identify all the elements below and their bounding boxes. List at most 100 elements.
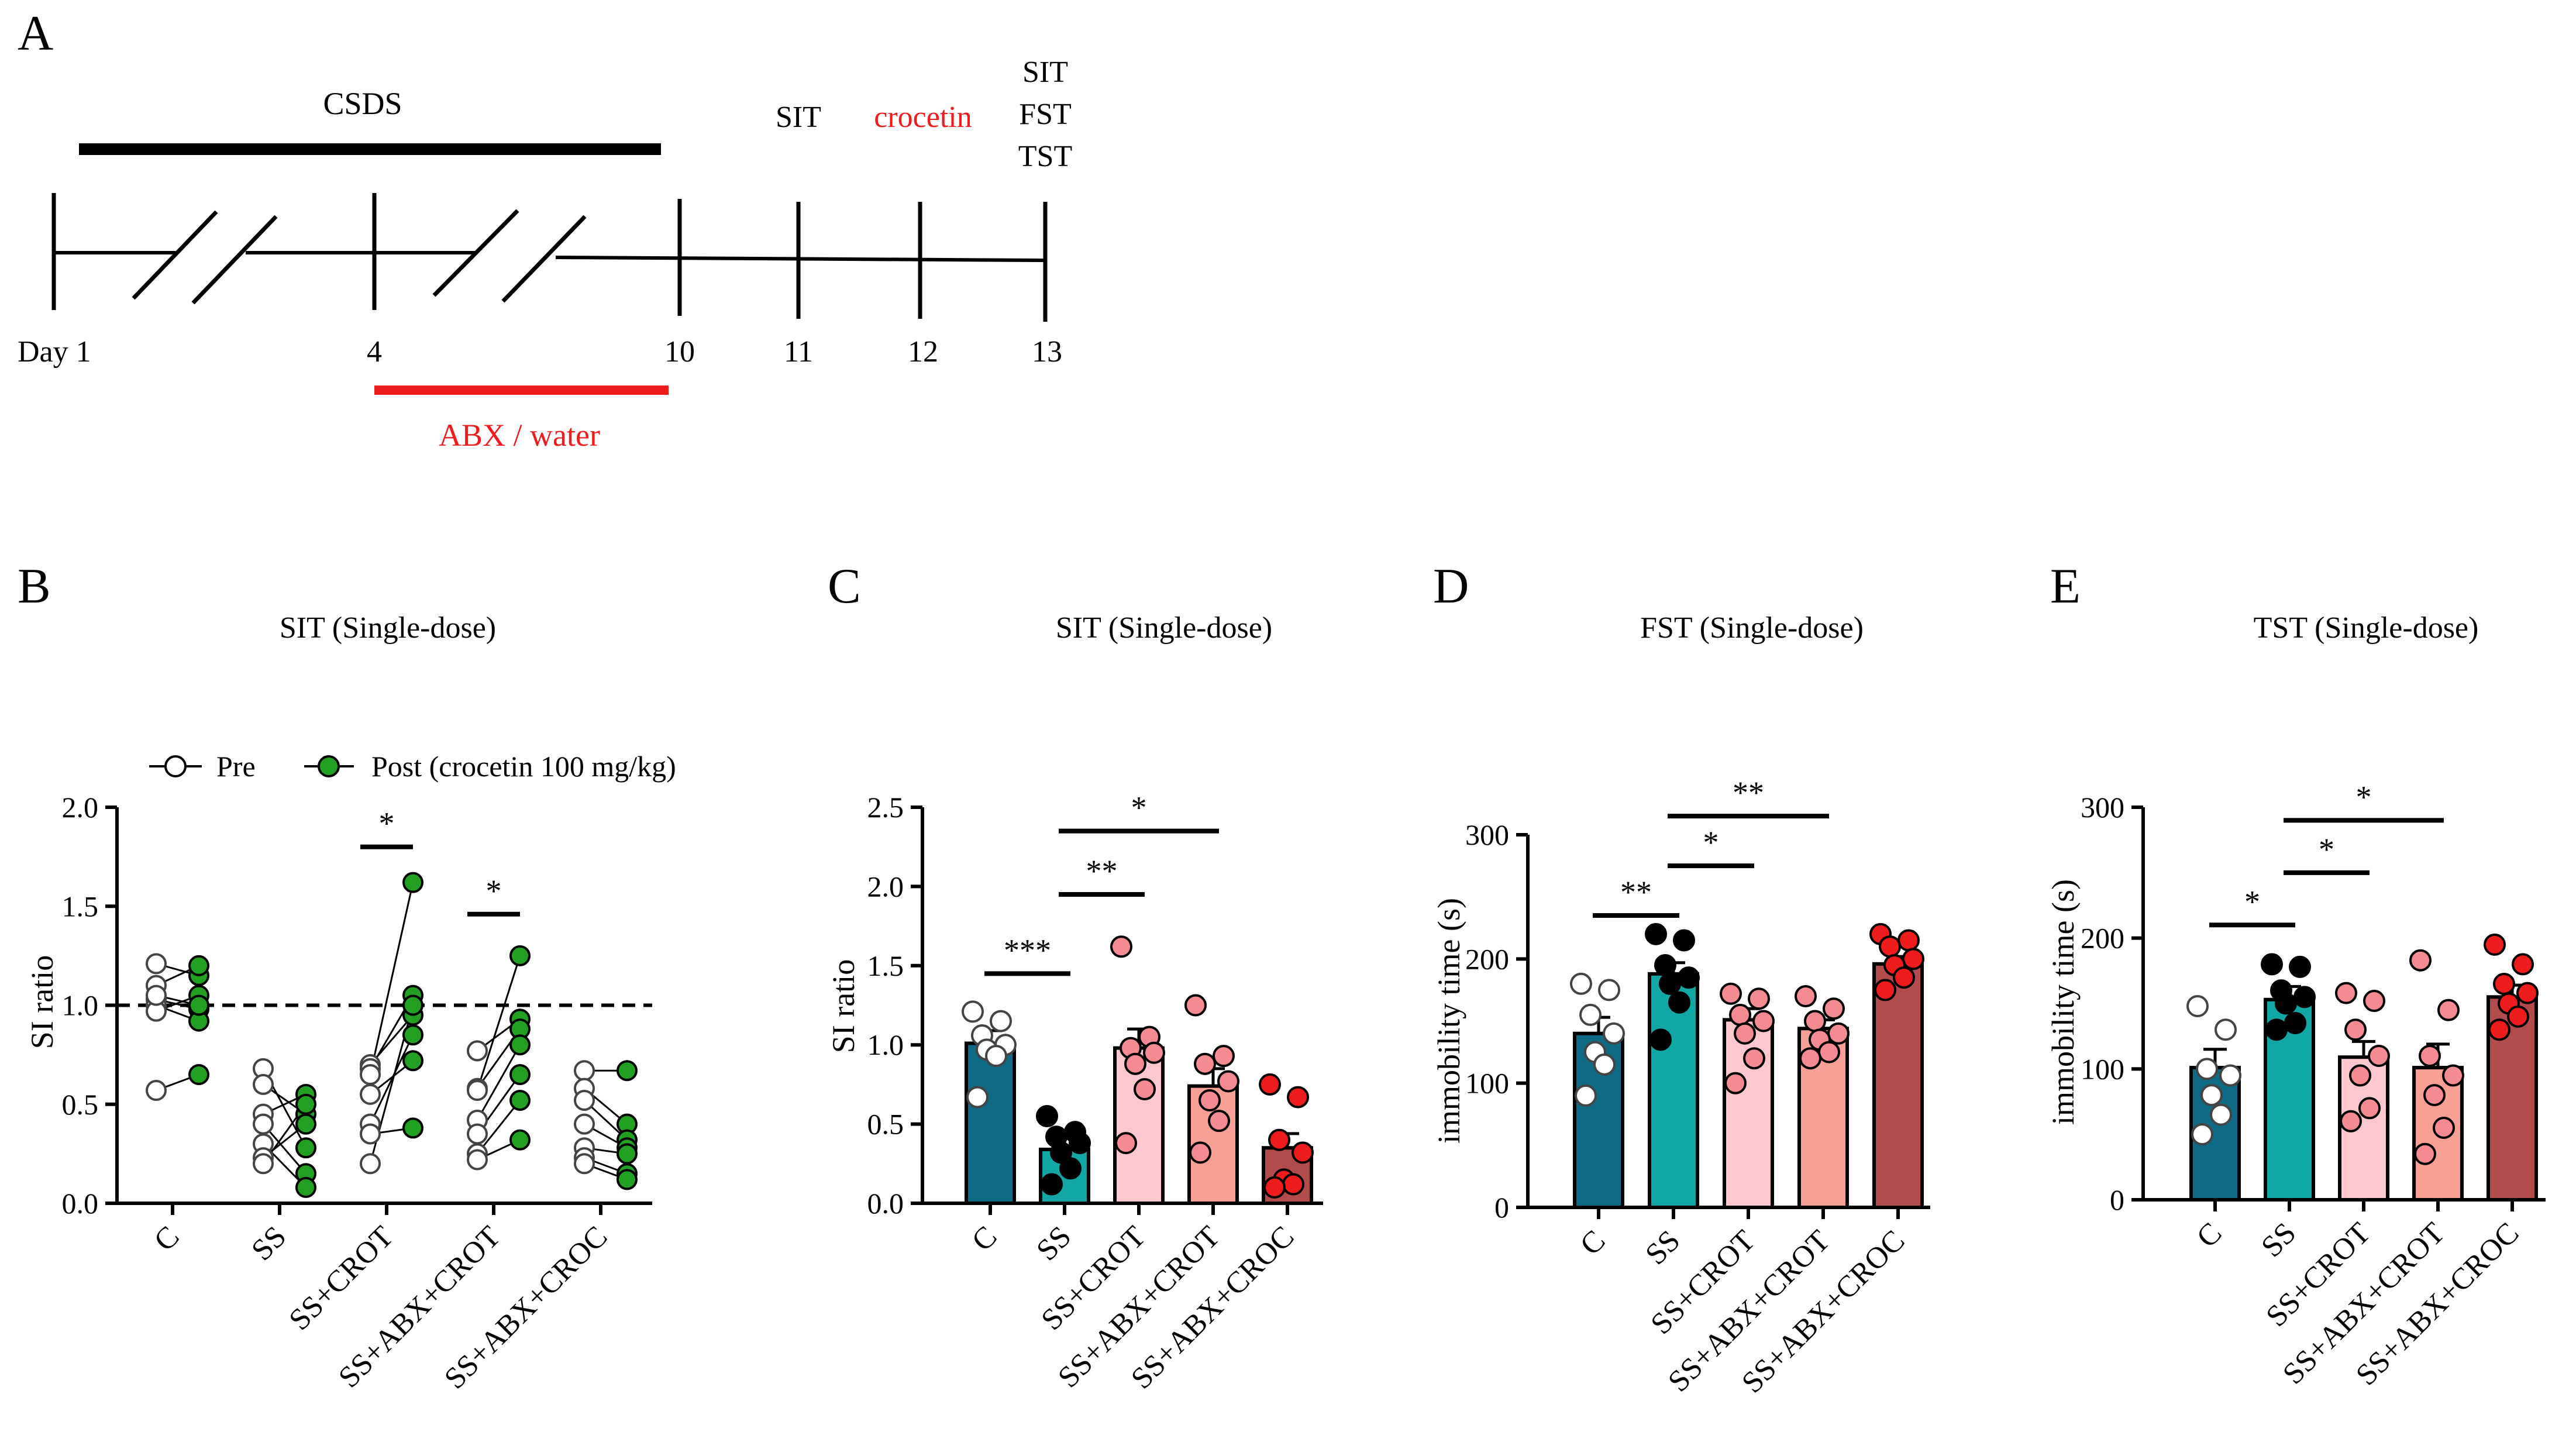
x-tick-label: C: [148, 1220, 186, 1258]
data-point: [2215, 1018, 2237, 1041]
y-tick-label: 0: [1494, 1191, 1509, 1224]
data-point: [1659, 972, 1681, 995]
data-point: [1115, 1132, 1137, 1155]
data-point: [1893, 966, 1915, 989]
abx-label: ABX / water: [439, 418, 600, 453]
data-point: [1059, 1157, 1082, 1180]
data-point: [1645, 922, 1667, 945]
y-tick-label: 100: [2081, 1052, 2124, 1085]
pre-point: [467, 1040, 488, 1062]
y-tick-label: 100: [1465, 1067, 1509, 1100]
y-tick-label: 1.0: [62, 989, 99, 1022]
data-point: [990, 1010, 1012, 1032]
pre-point: [467, 1080, 488, 1101]
data-point: [2363, 990, 2385, 1013]
data-point: [1795, 985, 1817, 1008]
pre-point: [360, 1063, 381, 1085]
data-point: [1654, 953, 1676, 976]
event-fst-day13: FST: [1019, 98, 1072, 131]
data-point: [2275, 992, 2297, 1015]
x-tick-label: SS+CROT: [283, 1220, 400, 1337]
event-tst-day13: TST: [1018, 140, 1072, 173]
panel-c: C SIT (Single-dose) SI ratio 0.0 0.5 1.0 1.…: [826, 559, 1323, 1396]
y-tick-label: 1.5: [62, 890, 99, 922]
y-tick-label: 0.0: [867, 1187, 904, 1220]
chart-d-ylabel: immobility time (s): [1431, 898, 1466, 1144]
y-tick-label: 300: [2081, 791, 2124, 824]
panel-a: A CSDS Day 1 4 10 11 12 13 SIT crocetin …: [18, 6, 1072, 453]
data-point: [2265, 1018, 2288, 1041]
event-crocetin: crocetin: [874, 101, 972, 134]
data-point: [2488, 1018, 2510, 1041]
panel-d: D FST (Single-dose) immobility time (s) …: [1431, 559, 1930, 1400]
data-point: [2219, 1064, 2241, 1087]
data-point: [2419, 1044, 2441, 1067]
post-point: [188, 955, 209, 976]
data-point: [2196, 1058, 2218, 1080]
data-point: [1194, 1052, 1216, 1075]
data-point: [1259, 1073, 1281, 1096]
bar: [1723, 1018, 1774, 1210]
chart-e-title: TST (Single-dose): [2254, 611, 2479, 645]
event-sit-day13: SIT: [1022, 56, 1068, 89]
pre-point: [146, 984, 167, 1006]
significance-label: **: [1733, 775, 1764, 810]
chart-b-title: SIT (Single-dose): [280, 611, 496, 645]
data-point: [2409, 949, 2432, 972]
pair-line: [369, 882, 414, 1075]
data-point: [2423, 1084, 2446, 1107]
data-point: [2433, 1116, 2455, 1139]
panel-e: E TST (Single-dose) immobility time (s) …: [2045, 559, 2546, 1392]
y-tick-label: 300: [1465, 818, 1509, 851]
post-point: [295, 1093, 316, 1115]
bar: [1648, 972, 1699, 1210]
data-point: [1668, 991, 1690, 1014]
panel-label-d: D: [1433, 559, 1469, 614]
chart-c-title: SIT (Single-dose): [1056, 611, 1272, 645]
y-tick-label: 0.5: [62, 1088, 99, 1121]
data-point: [1603, 1022, 1625, 1045]
data-point: [2516, 982, 2539, 1004]
data-point: [1748, 987, 1770, 1010]
x-tick-label: SS: [245, 1220, 292, 1267]
legend-post-marker: [318, 755, 340, 777]
break-mark-2b: [501, 215, 587, 303]
data-point: [2210, 1103, 2232, 1126]
legend-pre-marker: [164, 755, 187, 777]
data-point: [1069, 1132, 1091, 1155]
data-point: [1124, 1052, 1146, 1075]
post-point: [509, 1063, 531, 1085]
data-point: [1208, 1110, 1230, 1132]
chart-d-title: FST (Single-dose): [1640, 611, 1864, 645]
post-point: [509, 1034, 531, 1056]
pair-line: [262, 1123, 307, 1175]
data-point: [966, 1086, 989, 1109]
y-tick-label: 0: [2110, 1183, 2124, 1216]
chart-e-ylabel: immobility time (s): [2045, 879, 2081, 1125]
break-mark-2a: [432, 209, 519, 297]
data-point: [1189, 1141, 1211, 1164]
data-point: [962, 1000, 984, 1023]
data-point: [2284, 1012, 2306, 1035]
chart-c-plot: 0.00.51.01.52.02.5C SSSS+CROTSS+ABX+CROTS…: [867, 790, 1323, 1396]
pre-point: [467, 1149, 488, 1171]
data-point: [1213, 1045, 1235, 1068]
data-point: [2442, 1064, 2464, 1087]
post-point: [509, 1129, 531, 1151]
post-point: [295, 1137, 316, 1159]
chart-b-ylabel: SI ratio: [25, 955, 60, 1049]
pre-point: [360, 1123, 381, 1145]
x-tick-label: SS: [1030, 1220, 1077, 1267]
post-point: [402, 872, 423, 893]
data-point: [1598, 979, 1620, 1001]
x-tick-label: SS: [2255, 1216, 2302, 1264]
pair-line: [476, 1044, 521, 1121]
post-point: [509, 945, 531, 966]
panel-label-e: E: [2050, 559, 2081, 614]
y-tick-label: 2.5: [867, 791, 904, 824]
day-label-13: 13: [1032, 335, 1062, 369]
pre-point: [146, 953, 167, 975]
pair-line: [476, 955, 521, 1091]
